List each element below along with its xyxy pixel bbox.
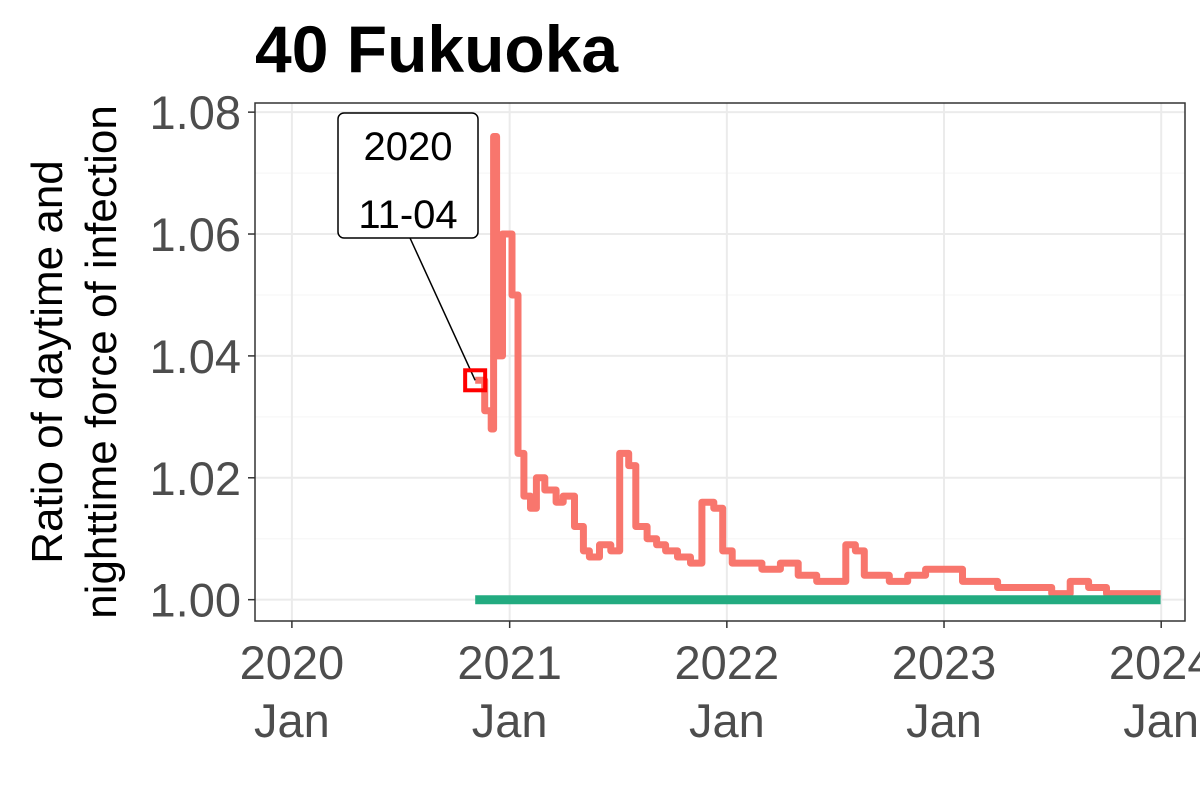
chart-title: 40 Fukuoka: [255, 12, 619, 86]
grid: [255, 103, 1185, 621]
annotation-leader-line: [409, 237, 476, 381]
annotation-label-line-2: 11-04: [358, 193, 457, 237]
x-tick-label-year: 2022: [675, 636, 780, 689]
annotation-marker: [463, 368, 488, 393]
x-tick-label-year: 2020: [240, 636, 345, 689]
y-tick-label: 1.02: [150, 452, 241, 505]
plot-panel-border: [254, 102, 1186, 622]
x-tick-label-month: Jan: [906, 694, 982, 747]
series-line-1: [475, 133, 1161, 598]
x-tick-label-year: 2023: [892, 636, 997, 689]
x-tick-label-month: Jan: [472, 694, 548, 747]
x-tick-label-month: Jan: [689, 694, 765, 747]
y-tick-label: 1.06: [150, 208, 241, 261]
annotation-label-line-1: 2020: [364, 125, 453, 169]
y-axis-title: Ratio of daytime and nighttime force of …: [23, 105, 126, 619]
x-tick-label-month: Jan: [254, 694, 330, 747]
x-tick-label-month: Jan: [1123, 694, 1199, 747]
y-tick-label: 1.00: [150, 574, 241, 627]
series-layer: [475, 133, 1161, 605]
x-axis: 2020Jan2021Jan2022Jan2023Jan2024Jan: [240, 621, 1200, 747]
y-tick-label: 1.08: [150, 86, 241, 139]
y-tick-label: 1.04: [150, 330, 241, 383]
annotation-label-box: [337, 112, 479, 239]
x-tick-label-year: 2024: [1109, 636, 1200, 689]
x-tick-label-year: 2021: [457, 636, 562, 689]
y-axis-title-line-1: Ratio of daytime and: [23, 160, 72, 564]
annotation: 2020 11-04: [337, 112, 488, 393]
y-axis: 1.00 1.02 1.04 1.06 1.08: [150, 86, 255, 627]
y-axis-title-line-2: nighttime force of infection: [77, 105, 126, 619]
